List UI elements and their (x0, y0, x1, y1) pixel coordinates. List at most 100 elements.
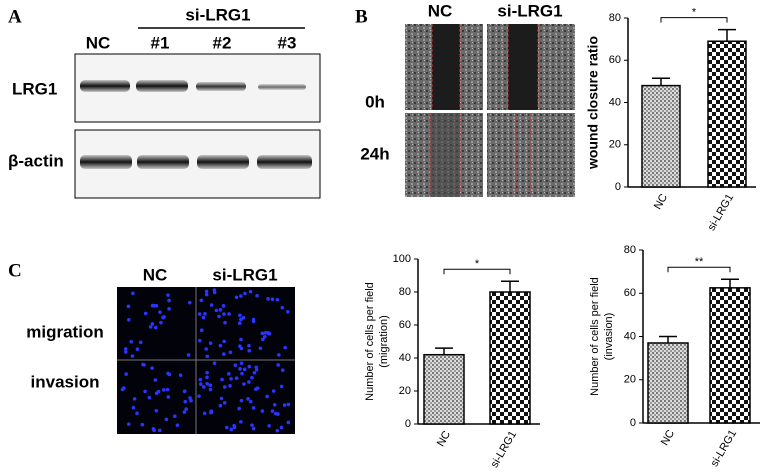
cell-dot (255, 386, 260, 391)
cell-dot (239, 294, 243, 298)
lane-label: #2 (213, 33, 232, 52)
cell-dot (182, 389, 187, 394)
cell-dot (232, 423, 236, 428)
cell-dot (199, 328, 204, 333)
y-tick-label: 40 (609, 96, 621, 108)
y-axis-label: Number of cells per field (589, 277, 601, 396)
cell-dot (124, 350, 128, 354)
row-label: LRG1 (12, 79, 57, 98)
cell-dot (143, 389, 147, 394)
cell-dot (209, 303, 214, 307)
y-tick-label: 80 (399, 286, 411, 298)
cell-dot (251, 319, 256, 324)
y-axis-label: (migration) (378, 315, 390, 368)
cell-dot (158, 310, 162, 314)
cell-dot (161, 388, 166, 392)
cell-dot (154, 391, 159, 395)
cell-dot (198, 382, 203, 386)
cell-dot (208, 387, 213, 392)
group-header: si-LRG1 (185, 5, 250, 24)
significance-bracket (443, 268, 511, 275)
y-axis-label: Number of cells per field (364, 282, 376, 401)
cell-dot (182, 410, 187, 414)
band (197, 155, 249, 169)
cell-dot (248, 289, 253, 294)
cell-dot (260, 337, 265, 342)
cell-dot (241, 315, 246, 320)
band (257, 155, 312, 169)
cell-dot (130, 354, 135, 358)
cell-dot (205, 354, 210, 359)
y-tick-label: 60 (609, 54, 621, 66)
y-tick-label: 0 (405, 418, 411, 430)
cell-dot (131, 291, 135, 296)
column-label: NC (143, 265, 168, 284)
x-tick-label: NC (659, 428, 677, 448)
cell-dot (254, 365, 259, 370)
cell-dot (135, 411, 139, 416)
x-tick-label: si-LRG1 (709, 428, 740, 469)
row-label: migration (26, 322, 103, 341)
cell-dot (178, 373, 183, 377)
cell-dot (223, 320, 227, 325)
band (80, 80, 130, 92)
cell-dot (197, 312, 202, 316)
cell-dot (219, 396, 224, 401)
cell-dot (199, 298, 204, 303)
cell-dot (277, 353, 281, 357)
cell-dot (234, 376, 239, 380)
column-label: si-LRG1 (212, 265, 277, 284)
lane-label: #3 (278, 33, 297, 52)
cell-dot (186, 353, 191, 357)
cell-dot (143, 311, 148, 316)
cell-dot (270, 297, 275, 301)
cell-dot (228, 350, 233, 355)
cell-dot (154, 325, 158, 330)
cell-dot (164, 417, 169, 422)
y-tick-label: 60 (399, 319, 411, 331)
column-label: si-LRG1 (497, 1, 562, 20)
cell-dot (247, 380, 251, 384)
cell-dot (201, 385, 206, 389)
cell-dot (218, 343, 223, 348)
cell-dot (275, 297, 280, 302)
cell-dot (175, 423, 180, 428)
cell-dot (286, 309, 290, 314)
cell-dot (124, 372, 129, 376)
cell-dot (239, 419, 243, 424)
y-tick-label: 0 (615, 181, 621, 193)
cell-dot (242, 382, 246, 386)
cell-dot (228, 384, 232, 388)
cell-dot (275, 428, 280, 433)
panel-label: B (355, 6, 368, 27)
cell-dot (222, 385, 227, 389)
cell-dot (239, 317, 243, 322)
cell-dot (197, 338, 202, 343)
cell-dot (227, 312, 231, 316)
cell-dot (280, 368, 285, 372)
cell-dot (222, 312, 226, 316)
cell-dot (188, 396, 192, 400)
cell-dot (152, 428, 156, 433)
cell-dot (267, 424, 271, 428)
cell-dot (276, 412, 280, 416)
cell-dot (276, 363, 280, 367)
cell-dot (138, 340, 143, 345)
cell-dot (204, 292, 209, 297)
cell-dot (286, 402, 291, 407)
cell-dot (238, 313, 242, 318)
cell-dot (247, 364, 252, 369)
bar (423, 353, 465, 425)
cell-dot (252, 370, 257, 375)
cell-dot (239, 398, 244, 403)
cell-dot (205, 370, 209, 375)
cell-dot (120, 387, 125, 392)
column-label: NC (428, 1, 453, 20)
cell-dot (187, 300, 192, 305)
band (258, 84, 306, 90)
cell-dot (198, 377, 203, 382)
cell-dot (282, 403, 287, 407)
cell-dot (150, 366, 154, 370)
cell-dot (237, 321, 242, 326)
